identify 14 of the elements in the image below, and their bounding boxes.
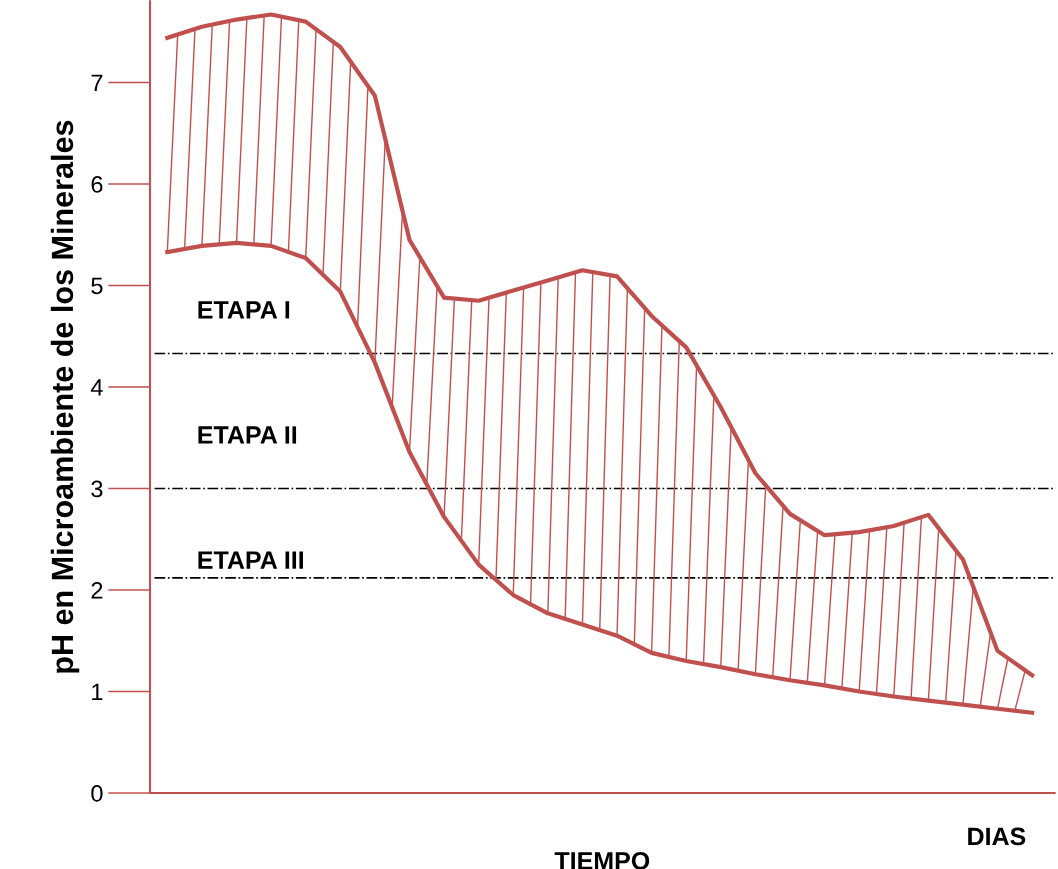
y-tick-label: 2	[91, 582, 103, 599]
annotation: ETAPA III	[198, 551, 303, 569]
y-tick-label: 1	[92, 683, 103, 701]
y-tick-label: 3	[91, 480, 103, 498]
x-axis-title: TIEMPO	[554, 851, 650, 869]
annotation: ETAPA II	[198, 426, 297, 444]
text: DIAS	[968, 827, 1026, 846]
y-tick-label: 6	[91, 176, 103, 193]
annotation: ETAPA I	[198, 301, 290, 319]
y-tick-label: 4	[90, 379, 103, 396]
y-tick-label: 0	[91, 785, 103, 802]
y-axis-title: pH en Microambiente de los Minerales	[50, 120, 80, 673]
y-tick-label: 5	[91, 277, 103, 295]
y-tick-label: 7	[91, 74, 103, 92]
